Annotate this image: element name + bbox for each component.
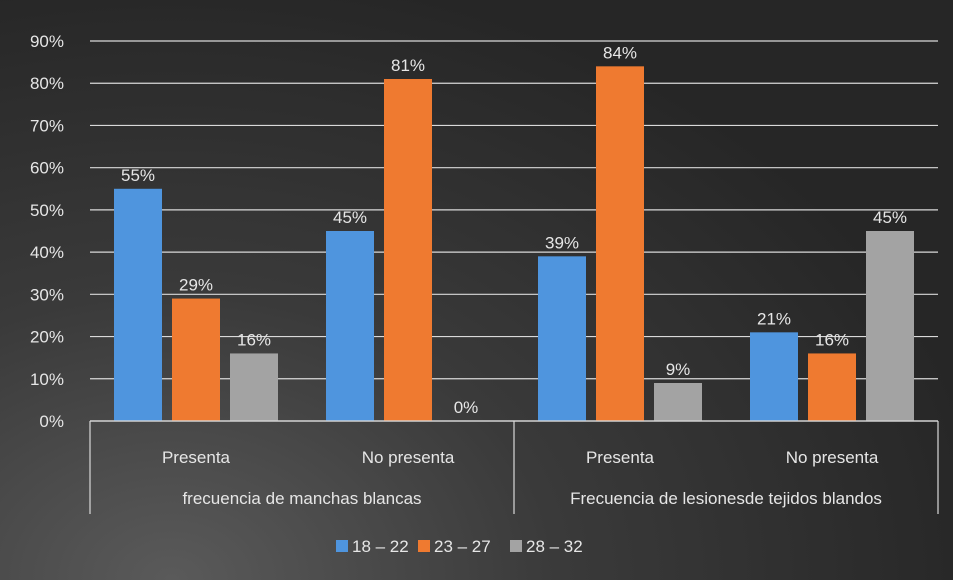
y-tick-label: 0% xyxy=(39,412,64,431)
y-tick-label: 30% xyxy=(30,285,64,304)
data-label: 45% xyxy=(873,208,907,227)
y-tick-label: 70% xyxy=(30,116,64,135)
data-label: 39% xyxy=(545,233,579,252)
bar xyxy=(654,383,702,421)
bar xyxy=(750,332,798,421)
legend-swatch xyxy=(336,540,348,552)
y-tick-label: 10% xyxy=(30,370,64,389)
category-label: Presenta xyxy=(162,448,231,467)
data-label: 16% xyxy=(815,330,849,349)
data-label: 0% xyxy=(454,398,479,417)
bar xyxy=(538,256,586,421)
bar xyxy=(596,66,644,421)
bar xyxy=(866,231,914,421)
legend-entry: 28 – 32 xyxy=(526,537,583,556)
legend-entry: 18 – 22 xyxy=(352,537,409,556)
y-tick-label: 80% xyxy=(30,74,64,93)
bar xyxy=(808,353,856,421)
data-label: 16% xyxy=(237,330,271,349)
y-tick-label: 60% xyxy=(30,159,64,178)
y-tick-label: 90% xyxy=(30,32,64,51)
category-label: No presenta xyxy=(362,448,455,467)
group-label: Frecuencia de lesionesde tejidos blandos xyxy=(570,489,882,508)
category-label: Presenta xyxy=(586,448,655,467)
category-label: No presenta xyxy=(786,448,879,467)
y-tick-label: 50% xyxy=(30,201,64,220)
data-label: 81% xyxy=(391,56,425,75)
bar xyxy=(114,188,162,421)
legend-entry: 23 – 27 xyxy=(434,537,491,556)
data-label: 84% xyxy=(603,43,637,62)
y-tick-label: 40% xyxy=(30,243,64,262)
legend-swatch xyxy=(510,540,522,552)
y-tick-label: 20% xyxy=(30,328,64,347)
bar xyxy=(230,353,278,421)
bar xyxy=(384,79,432,421)
data-label: 21% xyxy=(757,309,791,328)
data-label: 45% xyxy=(333,208,367,227)
legend-swatch xyxy=(418,540,430,552)
data-label: 9% xyxy=(666,360,691,379)
data-label: 55% xyxy=(121,166,155,185)
data-label: 29% xyxy=(179,276,213,295)
group-label: frecuencia de manchas blancas xyxy=(182,489,421,508)
bar xyxy=(172,298,220,421)
bar xyxy=(326,231,374,421)
